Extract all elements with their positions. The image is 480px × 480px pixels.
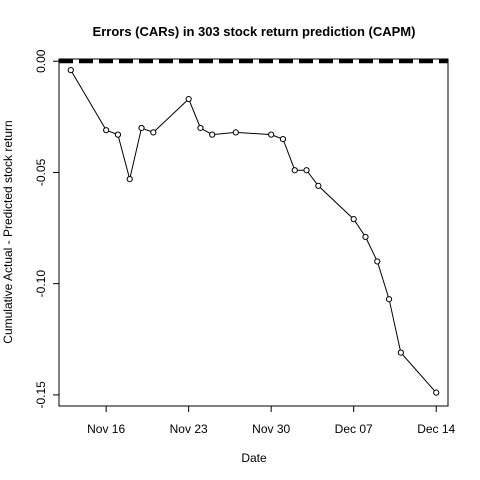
- data-point: [303, 167, 310, 174]
- data-point: [291, 167, 298, 174]
- y-tick-label: -0.05: [34, 158, 48, 186]
- data-point: [397, 349, 404, 356]
- series-layer: [67, 67, 440, 396]
- data-point: [350, 216, 357, 223]
- series-line: [70, 69, 437, 394]
- chart-title: Errors (CARs) in 303 stock return predic…: [93, 24, 416, 39]
- data-point: [114, 131, 122, 138]
- y-axis-label: Cumulative Actual - Predicted stock retu…: [1, 120, 15, 343]
- x-axis: Nov 16 Nov 23 Nov 30 Dec 07 Dec 14: [87, 406, 456, 436]
- data-point: [150, 129, 157, 136]
- data-point: [138, 124, 145, 132]
- plot-area: [58, 58, 449, 407]
- data-point: [103, 127, 110, 134]
- data-point: [185, 95, 192, 103]
- data-point: [374, 258, 381, 265]
- data-point: [385, 296, 393, 303]
- x-tick-label: Dec 14: [417, 422, 455, 436]
- data-point: [268, 131, 275, 138]
- x-tick-label: Nov 30: [252, 422, 290, 436]
- x-axis-label: Date: [241, 451, 267, 465]
- y-tick-label: 0.00: [34, 49, 48, 73]
- data-point: [315, 182, 322, 189]
- data-point: [126, 176, 133, 183]
- data-point: [209, 131, 216, 138]
- data-point: [362, 233, 369, 241]
- y-axis: 0.00 -0.05 -0.10 -0.15: [34, 49, 59, 409]
- data-point: [197, 124, 204, 132]
- data-point: [232, 129, 239, 136]
- data-point: [67, 67, 74, 74]
- data-point: [279, 135, 287, 143]
- x-tick-label: Nov 23: [170, 422, 208, 436]
- x-tick-label: Nov 16: [87, 422, 125, 436]
- y-tick-label: -0.10: [34, 270, 48, 298]
- y-tick-label: -0.15: [34, 381, 48, 409]
- plot-border: [58, 58, 449, 407]
- x-tick-label: Dec 07: [335, 422, 373, 436]
- data-point: [433, 389, 440, 396]
